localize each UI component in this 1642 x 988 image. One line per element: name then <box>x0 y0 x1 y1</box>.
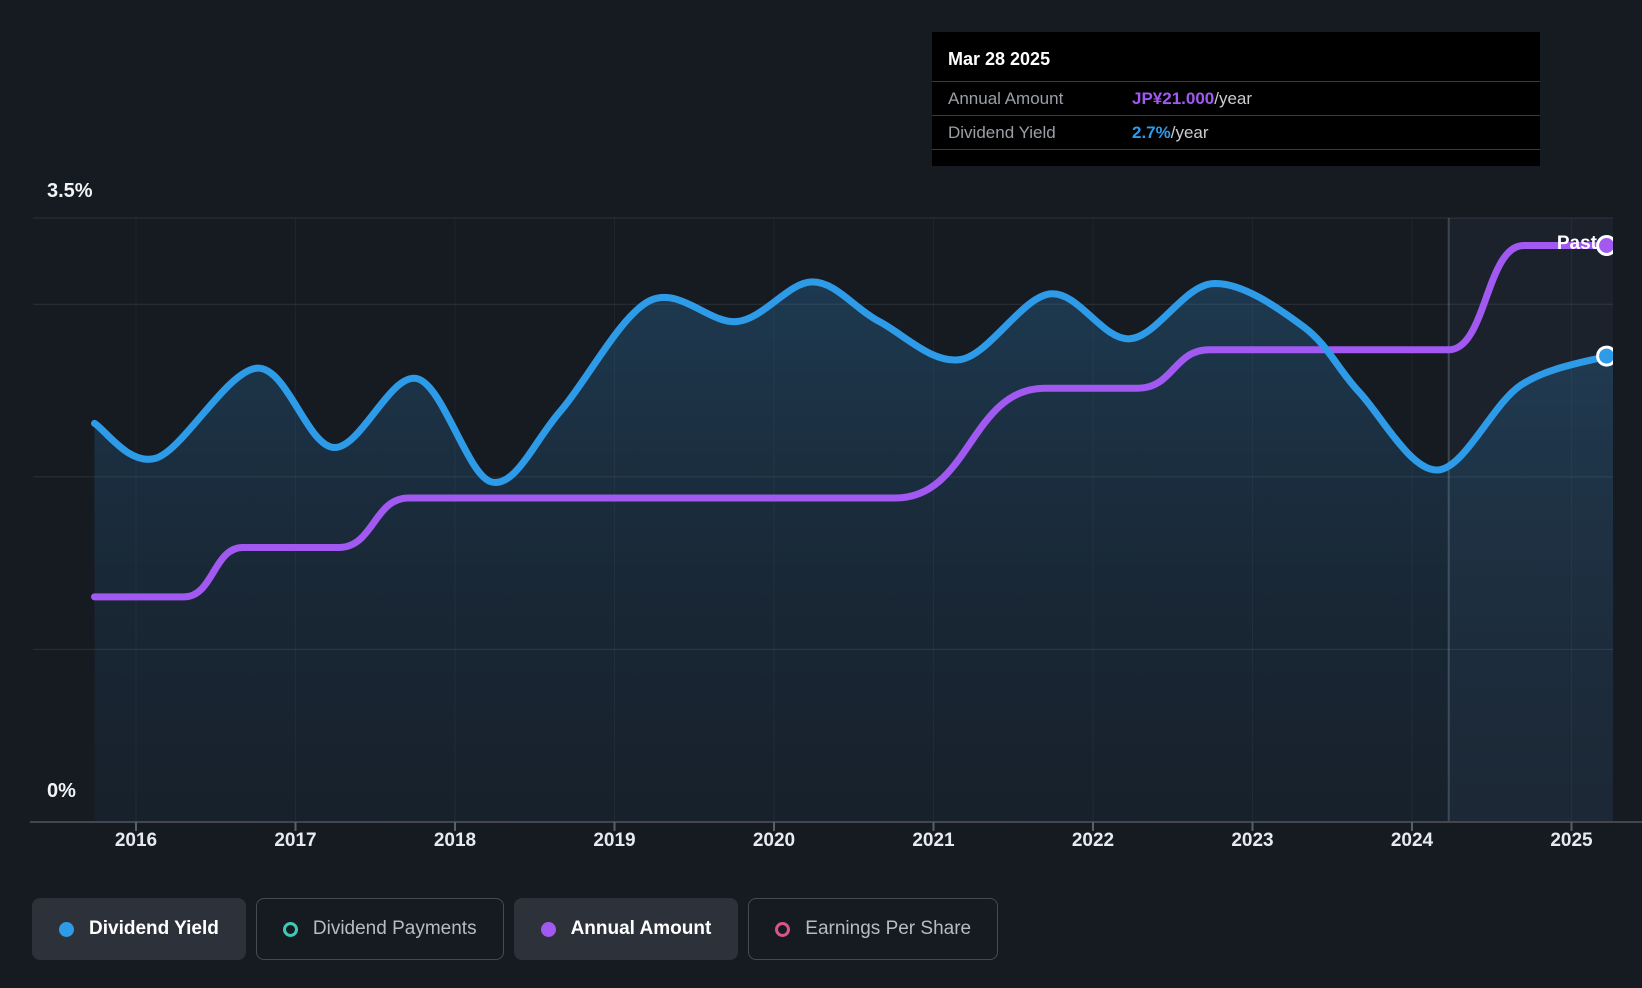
dividend-yield-area <box>94 281 1613 822</box>
annual-amount-end-marker[interactable] <box>1596 235 1616 256</box>
dividend-payments-marker-icon <box>282 921 298 937</box>
x-axis-label-2019: 2019 <box>593 830 636 851</box>
x-axis-label-2025: 2025 <box>1550 830 1593 851</box>
x-axis-label-2017: 2017 <box>274 830 317 851</box>
x-axis-label-2022: 2022 <box>1071 830 1115 851</box>
dividend-yield-line <box>91 278 1611 486</box>
tooltip-value-suffix: /year <box>1170 122 1209 142</box>
legend-item-earnings-per-share[interactable]: Earnings Per Share <box>748 898 999 960</box>
dividend-yield-marker-icon <box>59 921 74 937</box>
tooltip-value: 2.7% <box>1132 122 1171 142</box>
annual-amount-marker-icon <box>540 921 556 937</box>
y-axis-top-label: 3.5% <box>47 180 93 202</box>
tooltip-row-dividend-yield: Dividend Yield 2.7% /year <box>932 115 1540 150</box>
legend-item-dividend-yield[interactable]: Dividend Yield <box>32 898 246 960</box>
tooltip-label: Dividend Yield <box>948 122 1056 142</box>
chart-tooltip: Mar 28 2025 Annual Amount JP¥21.000 /yea… <box>932 32 1540 166</box>
chart-legend: Dividend Yield Dividend Payments Annual Am… <box>32 898 1008 960</box>
earnings-per-share-marker-icon <box>775 921 791 937</box>
legend-item-annual-amount[interactable]: Annual Amount <box>513 898 739 960</box>
legend-label: Earnings Per Share <box>805 918 972 939</box>
y-axis-bottom-label: 0% <box>47 780 76 802</box>
legend-label: Dividend Payments <box>312 918 477 939</box>
dividend-yield-end-marker[interactable] <box>1596 345 1616 367</box>
annual-amount-line <box>91 242 1611 601</box>
tooltip-value: JP¥21.000 <box>1132 88 1215 108</box>
legend-label: Dividend Yield <box>89 918 219 939</box>
x-axis-label-2023: 2023 <box>1231 830 1274 851</box>
past-region-label: Past <box>1556 233 1597 254</box>
tooltip-date: Mar 28 2025 <box>948 49 1051 69</box>
tooltip-label: Annual Amount <box>948 88 1064 108</box>
x-axis-label-2018: 2018 <box>433 830 477 851</box>
legend-label: Annual Amount <box>570 918 712 939</box>
tooltip-row-annual-amount: Annual Amount JP¥21.000 /year <box>932 81 1540 115</box>
x-axis-label-2024: 2024 <box>1390 830 1434 851</box>
x-axis-label-2020: 2020 <box>752 830 796 851</box>
tooltip-value-suffix: /year <box>1214 88 1253 108</box>
x-axis-label-2021: 2021 <box>912 830 955 851</box>
legend-item-dividend-payments[interactable]: Dividend Payments <box>255 898 504 960</box>
x-axis-label-2016: 2016 <box>114 830 158 851</box>
